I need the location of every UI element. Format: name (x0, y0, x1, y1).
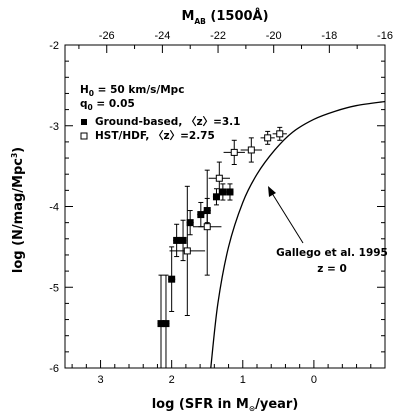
bottom-tick-label: 0 (311, 374, 317, 386)
top-tick-label: -18 (321, 30, 337, 42)
bottom-axis-title: log (SFR in M⊙/year) (152, 397, 299, 413)
ground-based-point (219, 188, 227, 196)
legend-label-hst-hdf: HST/HDF, 〈z〉=2.75 (95, 129, 215, 142)
bottom-tick-label: 1 (240, 374, 246, 386)
y-tick-label: -6 (49, 363, 59, 375)
hst-hdf-points (169, 126, 287, 317)
ground-based-point (162, 320, 170, 328)
top-tick-label: -20 (266, 30, 282, 42)
ground-based-point (197, 211, 205, 219)
top-axis-ticks: -26 -24 -22 -20 -18 -16 (78, 30, 393, 53)
hst-hdf-point (247, 146, 255, 154)
gallego-arrow-shaft (269, 189, 304, 244)
y-tick-label: -3 (49, 121, 59, 133)
hst-hdf-point (276, 130, 284, 138)
legend-label-ground-based: Ground-based, 〈z〉=3.1 (95, 115, 240, 128)
top-tick-label: -22 (210, 30, 226, 42)
hst-hdf-point (230, 148, 238, 156)
legend-marker-ground-based (81, 119, 87, 125)
legend-marker-hst-hdf (80, 132, 88, 140)
ground-based-point (226, 188, 234, 196)
hst-hdf-point (264, 134, 272, 142)
hst-hdf-point (183, 247, 191, 255)
top-tick-label: -26 (99, 30, 115, 42)
ground-based-point (186, 219, 194, 227)
gallego-redshift-label: z = 0 (317, 263, 347, 275)
y-tick-label: -5 (49, 282, 59, 294)
top-tick-label: -24 (154, 30, 170, 42)
q0-annotation: q0 = 0.05 (80, 98, 135, 112)
bottom-tick-label: 3 (97, 374, 103, 386)
hst-hdf-point (215, 174, 223, 182)
y-tick-label: -2 (49, 40, 59, 52)
top-axis-title: MAB (1500Å) (181, 8, 268, 26)
gallego-label: Gallego et al. 1995 (276, 247, 388, 259)
y-tick-label: -4 (49, 202, 59, 214)
y-axis-ticks: -6 -5 -4 -3 -2 (49, 40, 385, 375)
h0-annotation: H0 = 50 km/s/Mpc (80, 84, 184, 98)
bottom-tick-label: 2 (169, 374, 175, 386)
gallego-arrow-head (268, 186, 276, 197)
ground-based-point (212, 193, 220, 201)
top-tick-label: -16 (377, 30, 393, 42)
hst-hdf-point (203, 223, 211, 231)
bottom-axis-ticks: 3 2 1 0 (71, 360, 372, 386)
ground-based-point (179, 236, 187, 244)
y-axis-title: log (N/mag/Mpc3) (10, 147, 26, 273)
ground-based-point (168, 275, 176, 283)
gallego-curve (210, 100, 386, 369)
ground-based-point (173, 236, 181, 244)
